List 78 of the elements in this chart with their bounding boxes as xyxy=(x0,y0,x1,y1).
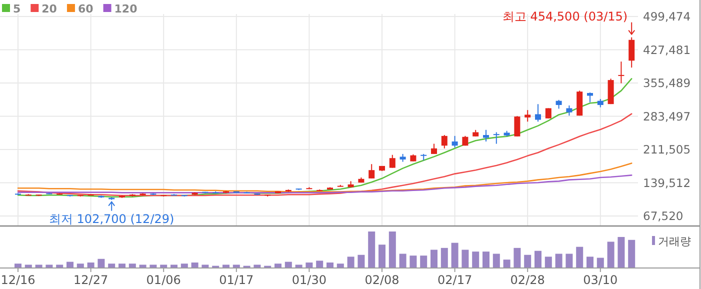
legend-label: 거래량 xyxy=(658,235,691,248)
bar xyxy=(128,264,136,268)
legend-label: 20 xyxy=(42,2,58,16)
y-tick-label: 283,497 xyxy=(643,109,691,124)
x-tick-label: 01/17 xyxy=(219,273,254,287)
bar xyxy=(56,264,64,268)
bar xyxy=(232,264,240,268)
bar xyxy=(566,254,573,268)
bar xyxy=(180,264,188,268)
bar xyxy=(24,264,32,268)
bar xyxy=(46,264,53,268)
bar xyxy=(399,254,406,268)
y-tick-label: 355,489 xyxy=(643,76,691,90)
x-tick-label: 03/10 xyxy=(583,273,618,287)
x-tick-label: 12/27 xyxy=(74,273,108,287)
bar xyxy=(150,264,157,268)
bar xyxy=(472,252,480,268)
bar xyxy=(378,244,386,268)
bar xyxy=(139,264,146,268)
bar xyxy=(514,248,521,268)
bar xyxy=(35,264,42,268)
x-tick-label: 01/06 xyxy=(146,273,181,287)
bar xyxy=(524,254,532,268)
bar xyxy=(410,256,417,268)
bar xyxy=(14,264,22,268)
y-tick-label: 427,481 xyxy=(643,42,691,57)
x-tick-label: 01/30 xyxy=(292,273,326,287)
bar xyxy=(295,264,302,268)
bar xyxy=(482,252,490,268)
bar xyxy=(555,254,562,268)
bar xyxy=(462,250,469,268)
bar xyxy=(326,262,334,268)
bar xyxy=(76,264,84,268)
bar xyxy=(618,236,625,268)
bar xyxy=(503,260,510,268)
y-tick-label: 211,505 xyxy=(643,142,691,157)
bar xyxy=(336,264,344,268)
bar xyxy=(628,240,636,268)
annotation: 최고 454,500 (03/15) xyxy=(502,9,628,24)
bar xyxy=(440,248,448,268)
bar xyxy=(544,256,552,268)
bar xyxy=(170,264,178,268)
bar xyxy=(254,264,261,268)
bar xyxy=(451,242,458,268)
bar xyxy=(368,232,376,268)
bar xyxy=(347,256,354,268)
bar xyxy=(108,264,116,268)
bar xyxy=(202,264,209,268)
legend-label: 5 xyxy=(13,2,21,16)
bar xyxy=(586,256,594,268)
annotation: 최저 102,700 (12/29) xyxy=(49,212,174,226)
bar xyxy=(596,258,604,268)
bar xyxy=(420,256,428,268)
bar xyxy=(430,250,438,268)
bar xyxy=(191,262,198,268)
y-tick-label: 499,474 xyxy=(643,10,691,24)
legend-label: 120 xyxy=(114,2,138,16)
bar xyxy=(388,232,396,268)
bar xyxy=(607,242,614,268)
bar xyxy=(160,264,168,268)
bar xyxy=(87,262,94,268)
x-tick-label: 12/16 xyxy=(0,273,36,287)
bar xyxy=(576,246,584,268)
bar xyxy=(492,254,500,268)
x-tick-label: 02/08 xyxy=(364,273,400,287)
x-tick-label: 02/28 xyxy=(510,273,545,287)
legend-label: 60 xyxy=(78,2,94,16)
y-tick-label: 67,520 xyxy=(643,209,684,224)
bar xyxy=(316,260,324,268)
x-tick-label: 02/17 xyxy=(438,273,472,287)
bar xyxy=(222,264,230,268)
bar xyxy=(306,262,313,268)
bar xyxy=(98,258,105,268)
bar xyxy=(358,254,365,268)
y-tick-label: 139,512 xyxy=(643,176,691,190)
bar xyxy=(534,250,542,268)
bar xyxy=(118,264,126,268)
bar xyxy=(274,264,282,268)
